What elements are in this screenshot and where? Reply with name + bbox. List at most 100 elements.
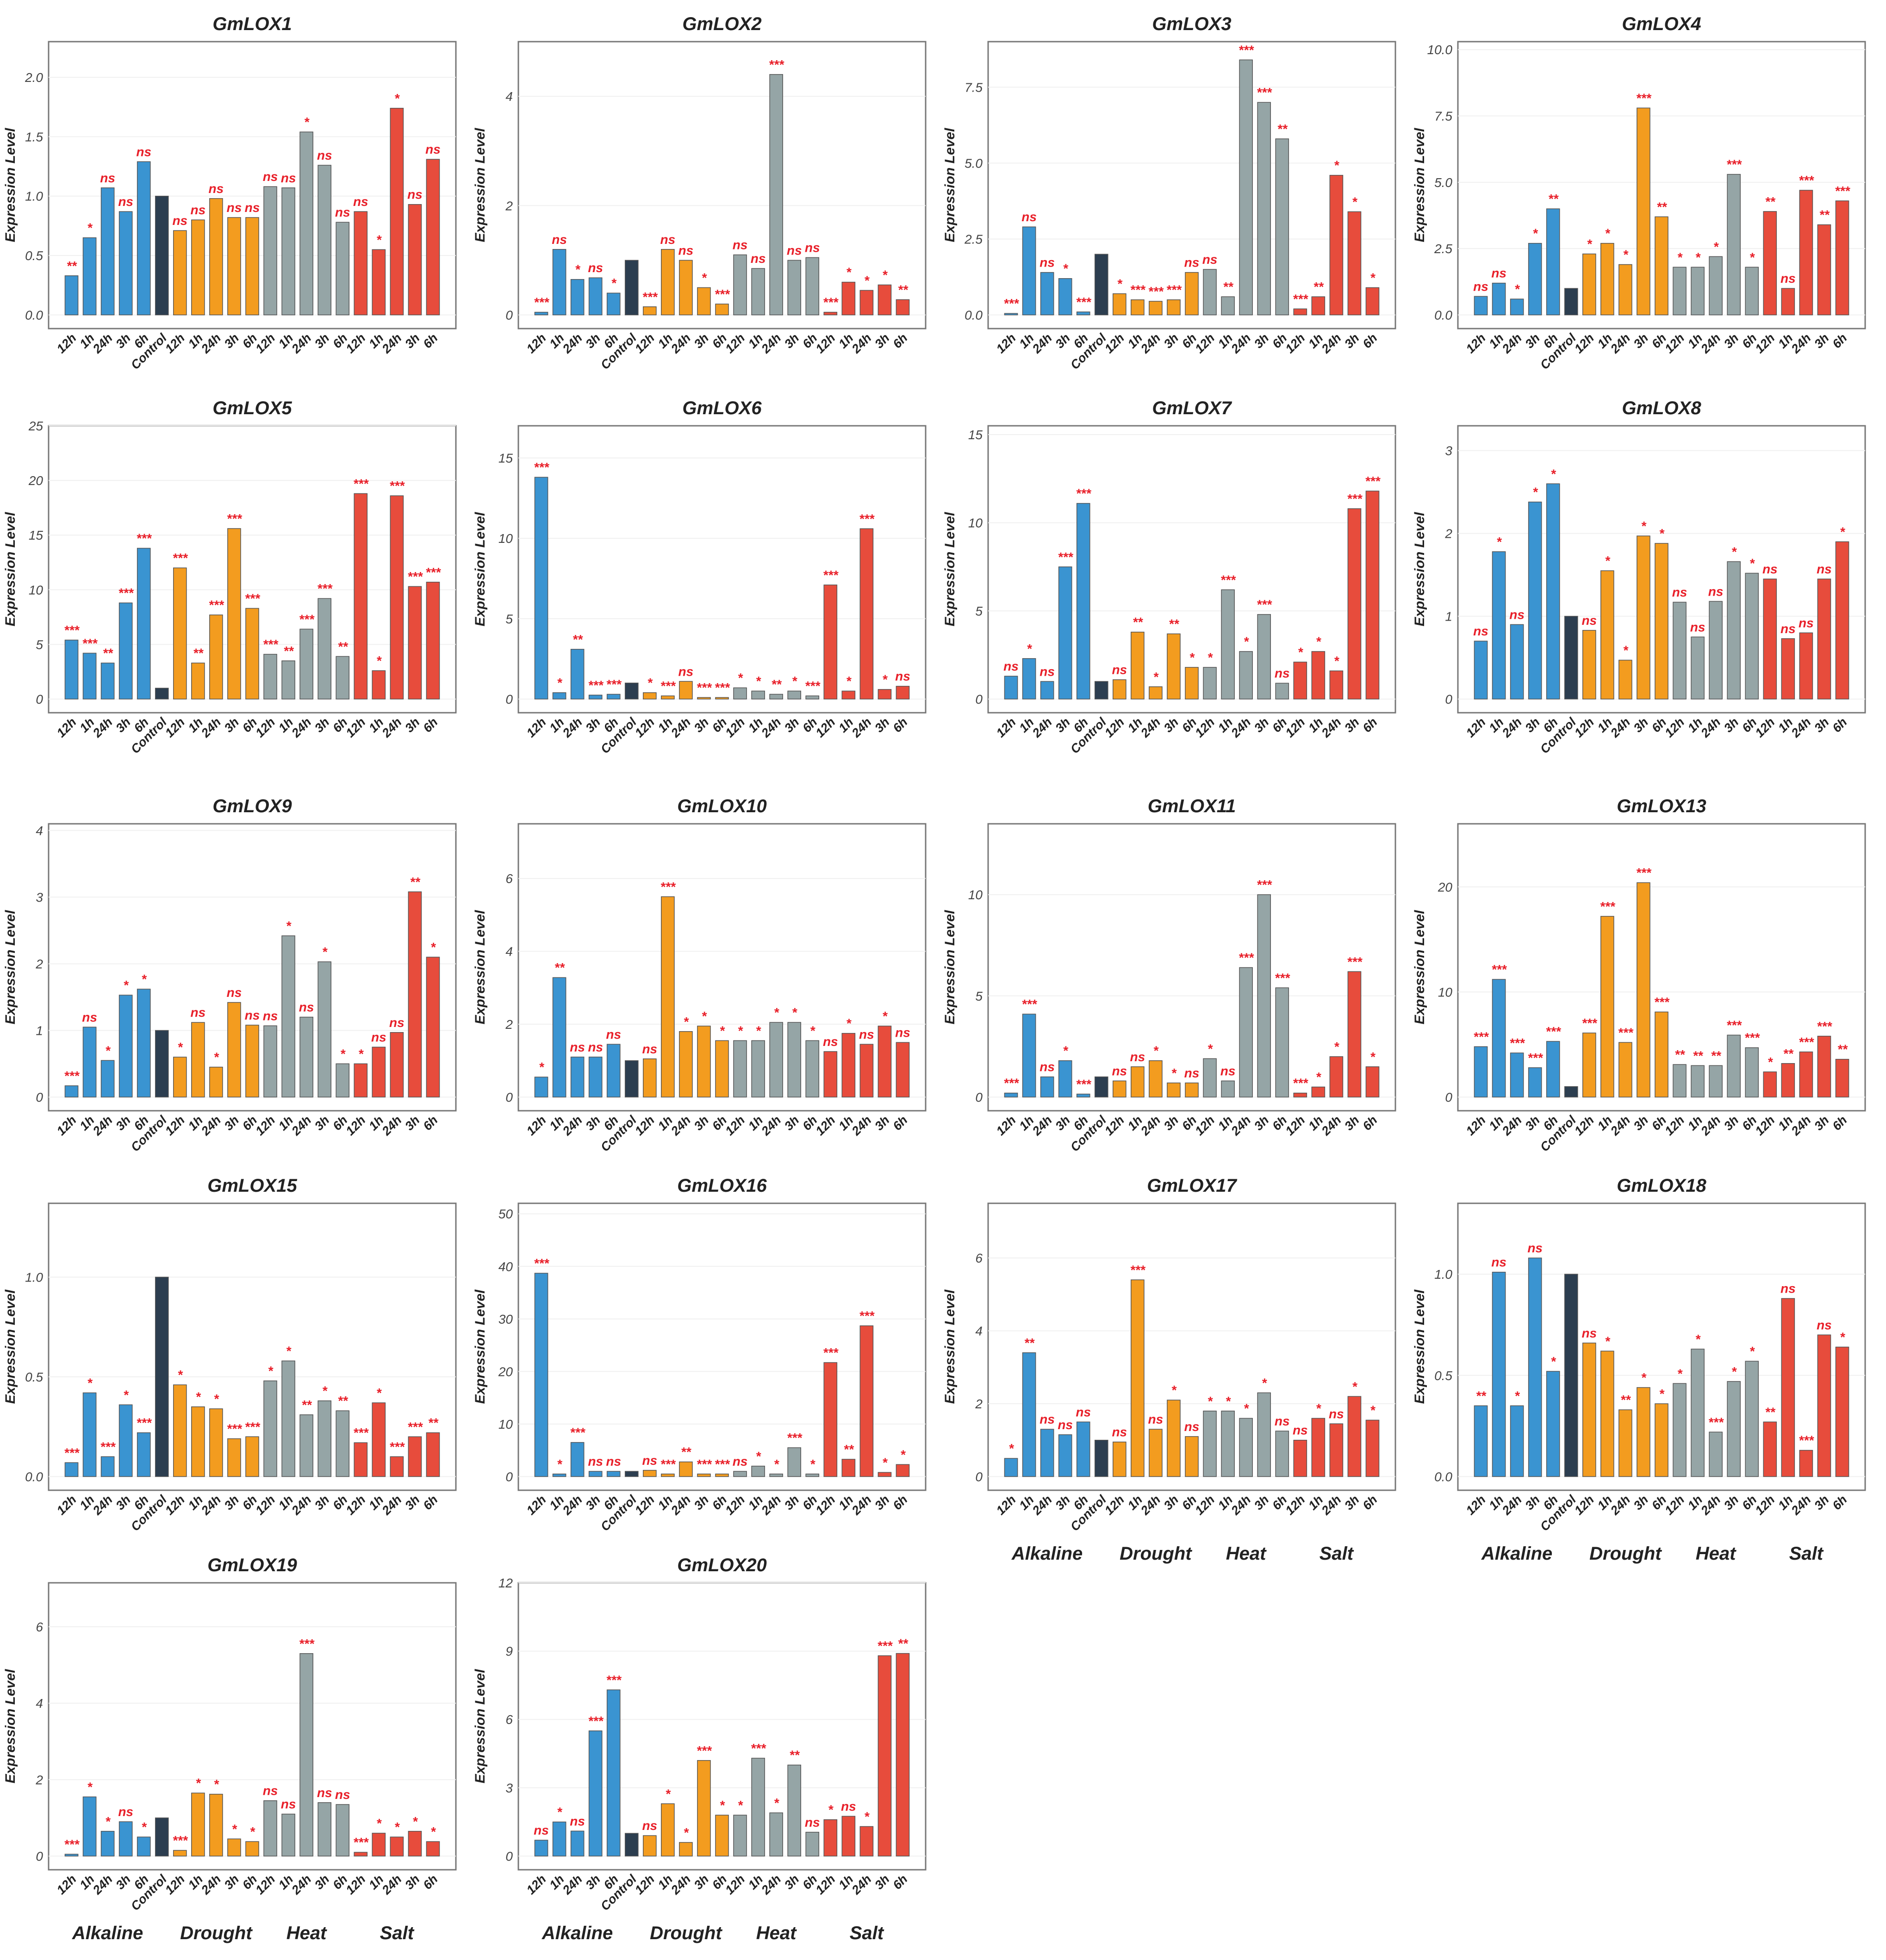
x-tick-label: 24h: [1029, 715, 1055, 740]
significance-label: *: [1695, 250, 1701, 264]
bar-heat-24h: [1709, 1431, 1723, 1477]
bar-alkaline-24h: [1510, 1405, 1524, 1477]
y-tick-label: 2: [35, 957, 43, 971]
x-tick-label: 12h: [343, 331, 368, 356]
x-tick-label: 3h: [222, 331, 242, 351]
significance-label: ns: [82, 1010, 97, 1024]
bar-drought-3h: [227, 1838, 241, 1857]
bar-alkaline-1h: [82, 1027, 97, 1098]
significance-label: *: [774, 1005, 779, 1020]
bar-drought-6h: [1185, 1083, 1199, 1098]
x-tick-label: 24h: [849, 1872, 874, 1898]
x-tick-label: 3h: [691, 1493, 711, 1512]
bar-alkaline-1h: [552, 249, 566, 316]
significance-label: *: [376, 1386, 382, 1400]
bar-alkaline-3h: [588, 277, 603, 316]
bar-salt-3h: [878, 284, 892, 316]
bar-salt-1h: [1311, 296, 1326, 316]
bar-drought-3h: [1637, 535, 1650, 700]
bar-alkaline-12h: [534, 311, 548, 316]
significance-label: **: [1765, 194, 1775, 209]
significance-label: ns: [570, 1040, 585, 1054]
bar-salt-6h: [426, 1841, 440, 1857]
x-tick-label: 24h: [1788, 1493, 1814, 1518]
x-tick-label: 12h: [343, 715, 368, 740]
x-tick-label: 3h: [1522, 1113, 1542, 1133]
y-tick-label: 30: [498, 1312, 513, 1326]
significance-label: ***: [1166, 283, 1182, 297]
y-tick-label: 0.5: [25, 249, 43, 263]
significance-label: ***: [1076, 1077, 1091, 1091]
y-tick-label: 3: [505, 1781, 513, 1795]
significance-label: ns: [263, 1784, 278, 1798]
significance-label: ***: [389, 479, 405, 493]
bar-salt-24h: [390, 108, 404, 316]
x-tick-label: 12h: [162, 1872, 187, 1897]
significance-label: **: [789, 1748, 800, 1762]
group-label: Heat: [756, 1923, 797, 1943]
bar-salt-24h: [1799, 190, 1813, 316]
significance-label: ns: [751, 251, 766, 266]
x-tick-label: 12h: [813, 331, 838, 356]
x-tick-label: Control: [1537, 715, 1579, 756]
bar-alkaline-6h: [137, 1432, 151, 1477]
bar-control-control: [1094, 1439, 1108, 1477]
significance-label: ***: [823, 568, 839, 582]
y-tick-label: 0: [36, 1849, 43, 1863]
bar-drought-24h: [679, 260, 693, 316]
bar-alkaline-3h: [588, 1471, 603, 1477]
x-tick-label: 12h: [632, 1872, 657, 1897]
x-tick-label: 24h: [1228, 1493, 1254, 1518]
chart-title: GmLOX9: [212, 796, 292, 816]
bar-drought-3h: [697, 1474, 711, 1477]
bar-heat-3h: [1727, 1034, 1741, 1098]
chart-title: GmLOX8: [1622, 398, 1701, 418]
bar-alkaline-6h: [137, 989, 151, 1098]
chart-title: GmLOX3: [1152, 14, 1231, 34]
bar-drought-1h: [661, 1474, 675, 1477]
bar-drought-12h: [173, 1057, 187, 1098]
significance-label: ns: [678, 243, 694, 257]
x-tick-label: 12h: [1662, 331, 1687, 356]
significance-label: ***: [660, 879, 676, 894]
bar-salt-12h: [823, 1819, 838, 1857]
bar-heat-3h: [1257, 894, 1271, 1098]
bar-heat-3h: [317, 961, 331, 1098]
bar-alkaline-12h: [1474, 1405, 1488, 1477]
y-axis-label: Expression Level: [942, 512, 958, 626]
bar-salt-3h: [878, 1655, 892, 1857]
chart-title: GmLOX4: [1622, 14, 1701, 34]
bar-alkaline-24h: [1510, 624, 1524, 700]
significance-label: *: [1008, 1441, 1014, 1456]
bar-alkaline-1h: [1492, 282, 1506, 316]
bar-alkaline-1h: [1022, 1352, 1036, 1477]
x-tick-label: 24h: [289, 1493, 314, 1518]
significance-label: ns: [823, 1034, 838, 1049]
y-axis-label: Expression Level: [1412, 512, 1427, 626]
bar-salt-24h: [859, 290, 874, 316]
bar-alkaline-3h: [1528, 1067, 1542, 1098]
x-tick-label: 12h: [813, 1493, 838, 1518]
significance-label: ***: [136, 1416, 152, 1430]
x-tick-label: 12h: [162, 1493, 187, 1518]
significance-label: *: [394, 91, 400, 106]
x-tick-label: 24h: [1319, 1493, 1344, 1518]
bar-heat-24h: [1239, 967, 1253, 1098]
bar-salt-1h: [372, 1046, 386, 1098]
significance-label: ns: [1473, 279, 1488, 293]
significance-label: ns: [118, 1804, 133, 1819]
bar-alkaline-6h: [137, 1836, 151, 1857]
significance-label: ***: [245, 591, 261, 605]
significance-label: ns: [1527, 1241, 1543, 1255]
y-axis-label: Expression Level: [3, 512, 18, 626]
y-tick-label: 6: [975, 1251, 983, 1265]
x-tick-label: 12h: [162, 715, 187, 740]
significance-label: *: [1623, 248, 1628, 262]
significance-label: *: [1587, 237, 1592, 251]
bar-alkaline-6h: [606, 694, 621, 700]
bar-drought-3h: [1167, 1400, 1181, 1477]
bar-heat-1h: [281, 1813, 295, 1857]
